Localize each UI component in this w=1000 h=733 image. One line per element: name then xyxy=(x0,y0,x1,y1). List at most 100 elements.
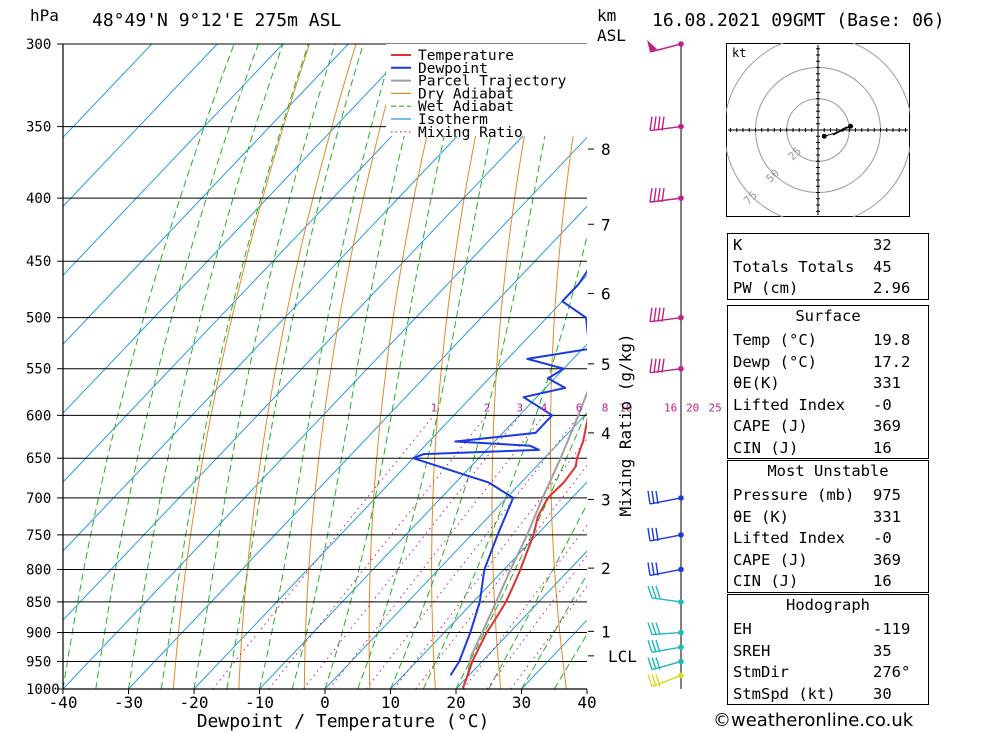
pressure-tick-label: 950 xyxy=(26,655,51,671)
temperature-tick-label: 10 xyxy=(381,693,400,712)
hodograph-point xyxy=(848,123,853,129)
x-axis-label: Dewpoint / Temperature (°C) xyxy=(197,711,490,732)
most-unstable-index-row: Pressure (mb) 975 xyxy=(728,484,928,506)
most-unstable-index-row: CAPE (J) 369 xyxy=(728,549,928,571)
general-index-value: 32 xyxy=(873,236,892,254)
isotherm-line xyxy=(63,44,218,208)
mixing-ratio-label: 25 xyxy=(709,401,722,414)
skew-t-chart: 1 2 3 4 6 8 10 16 20 25 3003504004505005506006507… xyxy=(26,37,725,732)
hodograph-index-value: 30 xyxy=(873,684,892,703)
height-tick-label: 1 xyxy=(601,622,611,641)
hodograph-index-row: SREH 35 xyxy=(728,640,928,662)
isotherm-line xyxy=(63,136,587,689)
wind-barb xyxy=(647,40,684,53)
most-unstable-index-row: Lifted Index -0 xyxy=(728,527,928,549)
indices-surface-table: Surface Temp (°C) 19.8 Dewp (°C) 17.2 θE(K) 33… xyxy=(727,305,929,459)
dry-adiabat-line xyxy=(715,44,725,689)
hodograph-unit-label: kt xyxy=(732,46,746,60)
most-unstable-index-label: Pressure (mb) xyxy=(733,486,855,504)
mixing-ratio-label: 10 xyxy=(619,401,632,414)
isotherm-line xyxy=(390,481,587,689)
surface-index-value: 19.8 xyxy=(873,331,911,349)
wet-adiabat-line xyxy=(324,44,467,689)
wet-adiabat-line xyxy=(95,44,259,689)
surface-index-label: CAPE (J) xyxy=(733,417,808,435)
surface-index-row: Dewp (°C) 17.2 xyxy=(728,351,928,373)
surface-index-value: 369 xyxy=(873,417,901,435)
hodograph-index-value: 35 xyxy=(873,641,892,660)
general-index-row: K 32 xyxy=(728,234,928,256)
mixing-ratio-label: 2 xyxy=(484,401,491,414)
surface-index-label: Temp (°C) xyxy=(733,331,817,349)
legend-entry: Dry Adiabat xyxy=(418,86,514,102)
pressure-tick-label: 350 xyxy=(26,120,51,136)
pressure-tick-label: 700 xyxy=(26,491,51,507)
wet-adiabat-line xyxy=(193,44,336,689)
isotherm-line xyxy=(128,205,587,689)
wind-barb xyxy=(649,307,684,323)
mixing-ratio-axis-label: Mixing Ratio (g/kg) xyxy=(616,333,635,516)
hodograph-index-label: StmDir xyxy=(733,663,789,681)
pressure-tick-label: 800 xyxy=(26,562,51,578)
hodograph-trace xyxy=(824,125,851,137)
hodograph-index-row: StmDir 276° xyxy=(728,661,928,683)
wind-barb xyxy=(647,622,684,636)
general-index-value: 45 xyxy=(873,257,892,276)
mixing-ratio-label: 3 xyxy=(517,401,524,414)
surface-index-row: CIN (J) 16 xyxy=(728,437,928,459)
hodograph-point xyxy=(821,133,827,139)
indices-hodograph-table: Hodograph EH -119 SREH 35 StmDir 276° StmSpd (k… xyxy=(727,594,929,705)
mixing-ratio-label: 16 xyxy=(664,401,677,414)
wind-barb xyxy=(647,490,684,505)
hodograph-index-value: -119 xyxy=(873,620,911,638)
pressure-tick-label: 900 xyxy=(26,626,51,642)
surface-index-label: CIN (J) xyxy=(733,438,799,457)
wind-barb xyxy=(647,527,684,542)
height-tick-label: 5 xyxy=(601,355,611,374)
pressure-tick-label: 450 xyxy=(26,254,51,270)
temperature-tick-label: -30 xyxy=(114,693,143,712)
most-unstable-index-value: -0 xyxy=(873,529,892,547)
legend-entry: Wet Adiabat xyxy=(418,99,514,115)
most-unstable-index-label: θE (K) xyxy=(733,507,789,526)
mixing-ratio-line xyxy=(303,414,521,689)
mixing-ratio-line xyxy=(366,414,580,689)
mixing-ratio-line xyxy=(268,414,488,689)
surface-index-title: Surface xyxy=(795,307,861,325)
isotherm-line xyxy=(63,44,546,552)
pressure-tick-label: 300 xyxy=(26,37,51,53)
wind-barb xyxy=(647,640,684,653)
most-unstable-index-value: 369 xyxy=(873,550,901,569)
general-index-row: PW (cm) 2.96 xyxy=(728,277,928,299)
surface-index-row: Lifted Index -0 xyxy=(728,394,928,416)
pressure-unit-label: hPa xyxy=(30,6,59,25)
isotherm-line xyxy=(455,550,587,689)
most-unstable-index-label: Lifted Index xyxy=(733,529,845,547)
wind-barb xyxy=(647,657,684,671)
temperature-tick-label: -10 xyxy=(245,693,274,712)
surface-index-label: Lifted Index xyxy=(733,395,845,414)
hodograph-index-title: Hodograph xyxy=(786,596,870,614)
credit-link[interactable]: ©weatheronline.co.uk xyxy=(713,710,914,731)
wet-adiabat-line xyxy=(128,44,284,689)
general-index-label: PW (cm) xyxy=(733,279,799,297)
wet-adiabat-line xyxy=(553,633,587,689)
wind-barb xyxy=(647,672,684,688)
isotherm-line xyxy=(63,44,153,139)
legend-background xyxy=(386,44,587,136)
isotherm-line xyxy=(63,44,349,345)
height-tick-label: 8 xyxy=(601,140,611,159)
wind-barb xyxy=(649,188,684,203)
most-unstable-index-label: CAPE (J) xyxy=(733,550,808,569)
pressure-tick-label: 850 xyxy=(26,595,51,611)
mixing-ratio-label: 20 xyxy=(686,401,699,414)
mixing-ratio-line xyxy=(393,437,587,689)
temperature-tick-label: 20 xyxy=(446,693,465,712)
height-tick-label: 7 xyxy=(601,215,611,234)
hodograph-index-value: 276° xyxy=(873,663,911,681)
isotherm-line xyxy=(193,274,587,689)
height-tick-label: 6 xyxy=(601,285,611,304)
most-unstable-index-row: θE (K) 331 xyxy=(728,506,928,528)
hodograph-index-label: SREH xyxy=(733,641,771,660)
